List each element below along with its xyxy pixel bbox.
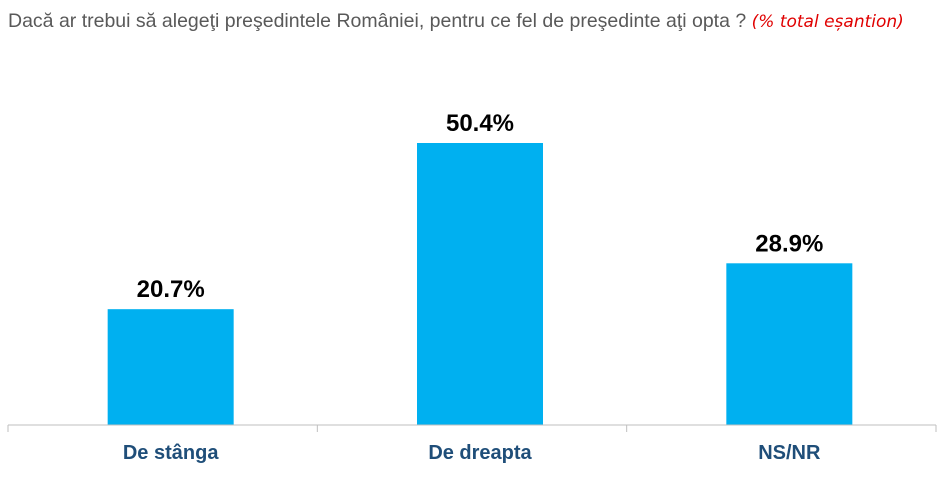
- bars-layer: [107, 143, 853, 425]
- sample-note: (% total eșantion): [751, 12, 904, 32]
- bar-ns-nr: [726, 263, 853, 425]
- bar-de-dreapta: [417, 143, 543, 425]
- bar-de-stânga: [107, 309, 234, 425]
- labels-layer: 20.7% De stânga 50.4% De dreapta 28.9% NS/NR: [123, 110, 823, 464]
- category-label: NS/NR: [758, 442, 821, 464]
- bar-value-label: 20.7%: [137, 276, 205, 303]
- category-label: De dreapta: [428, 442, 532, 464]
- x-axis-ticks: [7, 425, 937, 432]
- question-text: Dacă ar trebui să alegeţi preşedintele R…: [8, 10, 747, 32]
- bar-value-label: 50.4%: [446, 110, 514, 137]
- chart-question: Dacă ar trebui să alegeţi preşedintele R…: [8, 2, 936, 41]
- bar-value-label: 28.9%: [755, 230, 823, 257]
- category-label: De stânga: [123, 442, 219, 464]
